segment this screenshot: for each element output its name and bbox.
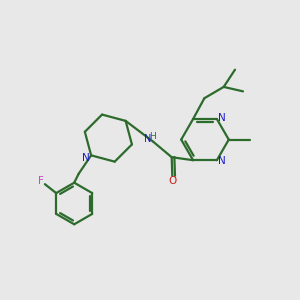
Text: N: N (218, 113, 226, 123)
Text: O: O (168, 176, 176, 186)
Text: N: N (82, 153, 90, 163)
Text: N: N (218, 156, 226, 167)
Text: F: F (38, 176, 44, 186)
Text: H: H (149, 132, 156, 141)
Text: N: N (144, 134, 151, 144)
